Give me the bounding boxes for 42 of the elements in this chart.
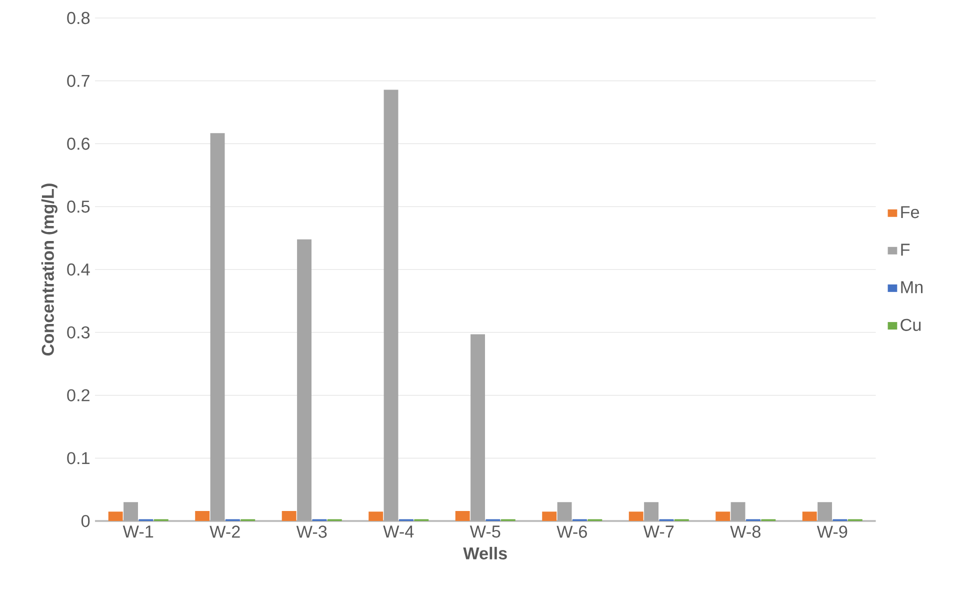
bar: [730, 502, 746, 522]
bar: [716, 512, 730, 522]
bar: [195, 511, 210, 522]
bar: [557, 502, 572, 522]
x-tick-label: W-2: [210, 526, 240, 538]
x-tick-label: W-7: [643, 526, 674, 538]
legend-label: Mn: [901, 281, 923, 294]
bar: [455, 511, 470, 522]
y-tick-label: 0.4: [67, 264, 90, 276]
x-tick-label: W-3: [296, 526, 327, 538]
bar: [384, 90, 398, 522]
bar: [108, 512, 123, 522]
legend-label: Fe: [901, 206, 920, 218]
x-tick-label: W-5: [470, 526, 500, 538]
bar: [644, 502, 659, 522]
y-tick-label: 0.2: [67, 389, 90, 402]
y-tick-label: 0.3: [67, 326, 90, 339]
x-tick-label: W-4: [383, 526, 414, 538]
bar: [542, 512, 557, 522]
bar: [628, 512, 644, 522]
bar: [297, 239, 312, 522]
bar: [282, 511, 296, 522]
y-tick-label: 0.5: [67, 200, 90, 213]
bar: [124, 502, 138, 522]
bar: [818, 502, 832, 522]
legend-label: F: [901, 244, 910, 256]
bar: [368, 512, 384, 522]
y-axis-title: Concentration (mg/L): [41, 184, 58, 356]
y-tick-label: 0: [81, 515, 90, 528]
y-tick-label: 0.1: [67, 452, 90, 464]
x-axis-title: Wells: [463, 546, 507, 560]
y-tick-label: 0.8: [67, 12, 90, 24]
y-tick-label: 0.6: [67, 138, 90, 150]
bar: [802, 512, 817, 522]
y-tick-label: 0.7: [67, 74, 90, 88]
legend-label: Cu: [900, 318, 921, 332]
bar: [210, 133, 225, 522]
x-tick-label: W-6: [556, 526, 587, 538]
bar: [470, 334, 486, 522]
x-tick-label: W-1: [122, 526, 154, 538]
x-tick-label: W-8: [730, 526, 760, 538]
x-tick-label: W-9: [816, 526, 848, 538]
